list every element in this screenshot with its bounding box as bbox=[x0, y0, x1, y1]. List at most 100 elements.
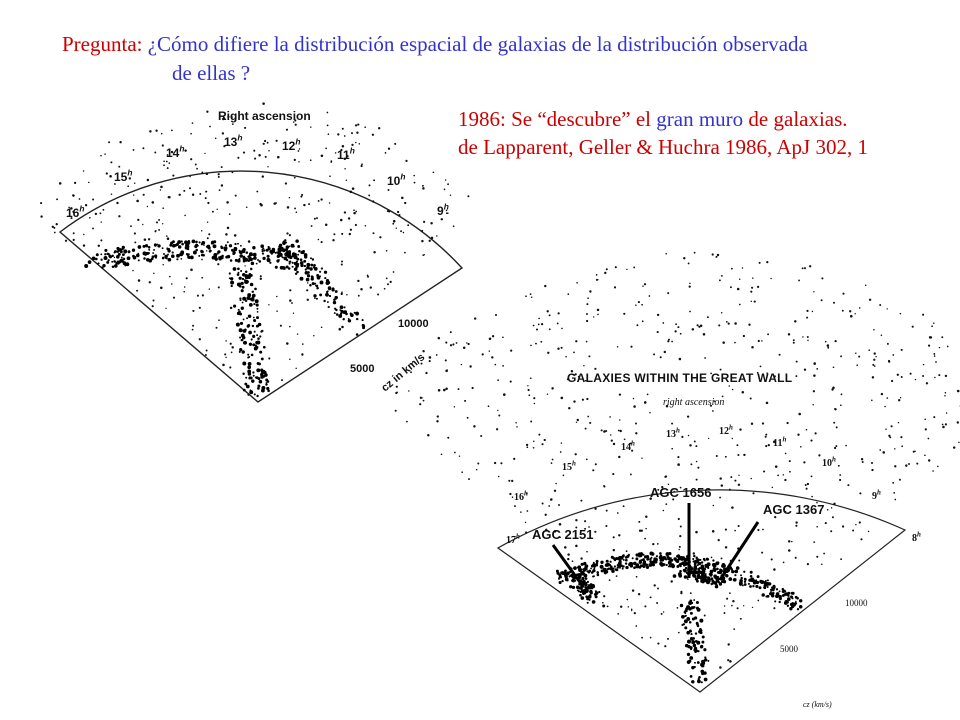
galaxy-point bbox=[820, 299, 823, 302]
galaxy-point bbox=[315, 297, 318, 300]
galaxy-point bbox=[802, 336, 804, 338]
galaxy-point bbox=[252, 252, 257, 257]
galaxy-point bbox=[460, 363, 463, 366]
galaxy-point bbox=[734, 322, 737, 325]
galaxy-point bbox=[693, 599, 696, 601]
galaxy-point bbox=[266, 258, 271, 263]
galaxy-point bbox=[795, 375, 798, 378]
galaxy-point bbox=[473, 425, 476, 428]
galaxy-point bbox=[244, 270, 248, 274]
galaxy-point bbox=[294, 207, 297, 210]
galaxy-point bbox=[737, 483, 741, 487]
galaxy-point bbox=[743, 570, 746, 573]
galaxy-point bbox=[786, 421, 789, 425]
galaxy-point bbox=[223, 145, 226, 148]
galaxy-point bbox=[692, 557, 695, 561]
galaxy-point bbox=[151, 305, 154, 308]
galaxy-point bbox=[218, 319, 220, 322]
galaxy-point bbox=[220, 246, 224, 250]
galaxy-point bbox=[239, 336, 242, 339]
galaxy-point bbox=[667, 292, 670, 295]
galaxy-point bbox=[612, 536, 615, 539]
galaxy-point bbox=[306, 262, 311, 267]
figure-2-hour-15: 15h bbox=[562, 460, 576, 474]
galaxy-point bbox=[872, 363, 875, 366]
question-text: Pregunta: ¿Cómo difiere la distribución … bbox=[62, 30, 942, 88]
galaxy-point bbox=[248, 342, 253, 346]
galaxy-point bbox=[561, 579, 564, 583]
galaxy-point bbox=[591, 600, 596, 604]
galaxy-point bbox=[695, 478, 698, 481]
galaxy-point bbox=[700, 664, 705, 668]
galaxy-point bbox=[557, 312, 560, 315]
galaxy-point bbox=[559, 575, 562, 579]
galaxy-point bbox=[581, 398, 585, 401]
galaxy-point bbox=[675, 559, 680, 564]
galaxy-point bbox=[240, 339, 243, 342]
galaxy-point bbox=[320, 267, 324, 270]
galaxy-point bbox=[497, 475, 500, 478]
galaxy-point bbox=[896, 373, 899, 376]
galaxy-point bbox=[372, 200, 375, 203]
galaxy-point bbox=[291, 265, 294, 268]
galaxy-point bbox=[462, 346, 466, 350]
galaxy-point bbox=[870, 461, 874, 465]
galaxy-point bbox=[732, 570, 735, 573]
galaxy-point bbox=[927, 437, 930, 440]
galaxy-point bbox=[604, 271, 607, 275]
galaxy-point bbox=[340, 292, 343, 296]
galaxy-point bbox=[516, 426, 518, 428]
galaxy-point bbox=[855, 352, 857, 354]
galaxy-point bbox=[371, 133, 375, 136]
galaxy-point bbox=[574, 373, 577, 376]
galaxy-point bbox=[120, 256, 123, 259]
galaxy-point bbox=[637, 593, 641, 596]
galaxy-point bbox=[699, 629, 703, 632]
figure-2-hour-10: 10h bbox=[822, 456, 836, 470]
galaxy-point bbox=[298, 249, 301, 253]
galaxy-point bbox=[205, 190, 208, 193]
galaxy-point bbox=[328, 202, 331, 204]
galaxy-point bbox=[649, 636, 652, 639]
galaxy-point bbox=[810, 439, 813, 442]
galaxy-point bbox=[104, 248, 108, 252]
galaxy-point bbox=[722, 341, 725, 344]
galaxy-point bbox=[933, 322, 935, 324]
galaxy-point bbox=[956, 389, 960, 393]
galaxy-point bbox=[679, 569, 682, 573]
galaxy-point bbox=[719, 477, 722, 480]
galaxy-point bbox=[695, 621, 699, 625]
galaxy-point bbox=[830, 530, 833, 533]
galaxy-point bbox=[610, 439, 613, 442]
galaxy-point bbox=[646, 555, 649, 558]
galaxy-point bbox=[180, 258, 183, 260]
galaxy-point bbox=[289, 299, 292, 302]
galaxy-point bbox=[739, 617, 742, 620]
galaxy-point bbox=[309, 267, 313, 271]
galaxy-point bbox=[343, 306, 346, 309]
galaxy-point bbox=[712, 559, 715, 562]
galaxy-point bbox=[635, 422, 637, 425]
galaxy-point bbox=[273, 248, 276, 251]
galaxy-point bbox=[201, 276, 204, 279]
galaxy-point bbox=[544, 284, 547, 288]
galaxy-point bbox=[200, 250, 204, 254]
galaxy-point bbox=[469, 365, 472, 368]
galaxy-point bbox=[720, 312, 723, 314]
galaxy-point bbox=[751, 606, 754, 609]
galaxy-point bbox=[190, 132, 192, 135]
galaxy-point bbox=[794, 602, 797, 605]
galaxy-point bbox=[786, 604, 790, 607]
galaxy-point bbox=[809, 265, 812, 268]
galaxy-point bbox=[343, 211, 347, 214]
galaxy-point bbox=[291, 261, 294, 264]
galaxy-point bbox=[644, 605, 647, 608]
galaxy-point bbox=[561, 327, 563, 330]
galaxy-point bbox=[859, 492, 862, 495]
galaxy-point bbox=[143, 257, 146, 260]
galaxy-point bbox=[338, 314, 343, 318]
galaxy-point bbox=[453, 406, 456, 408]
galaxy-point bbox=[644, 537, 646, 540]
galaxy-point bbox=[706, 562, 711, 567]
galaxy-point bbox=[578, 586, 581, 590]
